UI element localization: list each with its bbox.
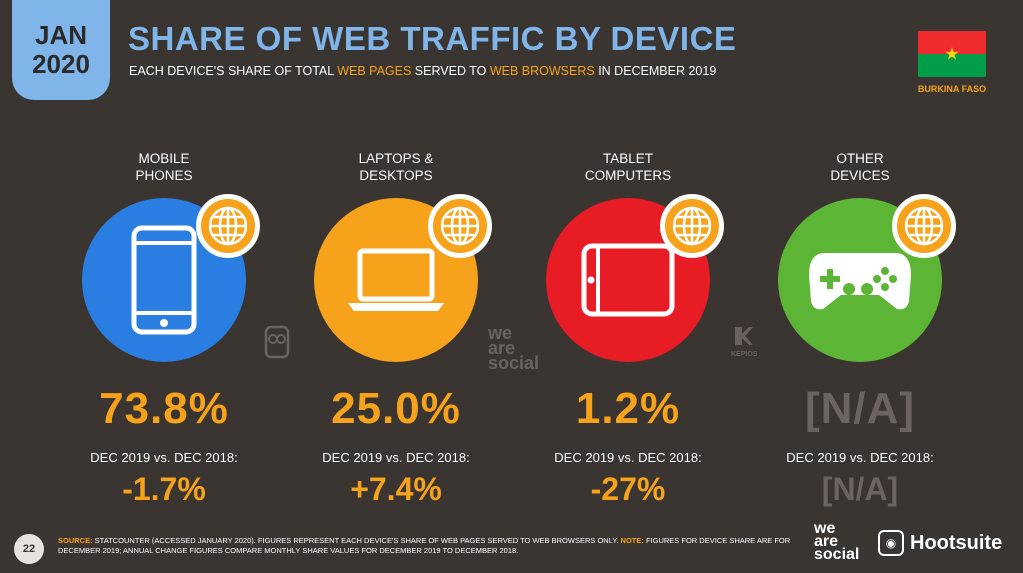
change-label: DEC 2019 vs. DEC 2018: (554, 450, 702, 465)
flag-star-icon: ★ (944, 44, 960, 64)
device-mobile: MOBILE PHONES 73.8% DEC 2019 vs. DEC 2018… (48, 150, 280, 508)
page-subtitle: EACH DEVICE'S SHARE OF TOTAL WEB PAGES S… (129, 64, 717, 78)
globe-icon (660, 194, 724, 258)
device-label: TABLET COMPUTERS (584, 151, 672, 183)
device-label: OTHER DEVICES (830, 151, 890, 183)
device-label: LAPTOPS & DESKTOPS (358, 151, 434, 183)
kepios-watermark: KEPIOS (731, 324, 757, 359)
change-label: DEC 2019 vs. DEC 2018: (90, 450, 238, 465)
country-flag: ★ (918, 31, 986, 77)
globe-icon (428, 194, 492, 258)
change-label: DEC 2019 vs. DEC 2018: (322, 450, 470, 465)
device-laptops: LAPTOPS & DESKTOPS 25.0% DEC 2019 vs. DEC… (280, 150, 512, 508)
change-value: +7.4% (350, 471, 442, 507)
country-name: BURKINA FASO (917, 84, 987, 94)
date-badge: JAN 2020 (12, 0, 110, 100)
badge-year: 2020 (32, 49, 90, 79)
change-value: -1.7% (122, 471, 206, 507)
we-are-social-logo: we are social (814, 520, 860, 563)
share-value: 73.8% (99, 384, 229, 433)
device-tablets: TABLET COMPUTERS 1.2% DEC 2019 vs. DEC 20… (512, 150, 744, 508)
hootsuite-owl-watermark-icon (264, 325, 290, 359)
we-are-social-watermark: we are social (488, 323, 540, 373)
badge-month: JAN (34, 20, 87, 50)
change-label: DEC 2019 vs. DEC 2018: (786, 450, 934, 465)
hootsuite-logo: ◉ Hootsuite (878, 530, 1002, 556)
globe-icon (196, 194, 260, 258)
gamepad-icon (809, 253, 911, 310)
laptop-icon (348, 248, 444, 311)
page-number: 22 (14, 534, 44, 564)
globe-icon (892, 194, 956, 258)
share-value: [N/A] (804, 384, 916, 433)
device-other: OTHER DEVICES [N/A] DEC 2019 vs. (744, 150, 976, 508)
device-label: MOBILE PHONES (135, 151, 193, 183)
page-title: SHARE OF WEB TRAFFIC BY DEVICE (128, 20, 737, 57)
footer-source: SOURCE: STATCOUNTER (ACCESSED JANUARY 20… (58, 536, 791, 555)
share-value: 25.0% (331, 384, 461, 433)
share-value: 1.2% (575, 384, 681, 433)
kepios-logo-icon (735, 327, 754, 345)
owl-icon: ◉ (878, 530, 904, 556)
change-value: -27% (590, 471, 666, 507)
tablet-icon (581, 243, 675, 317)
mobile-phone-icon (131, 225, 197, 335)
change-value: [N/A] (821, 471, 899, 507)
